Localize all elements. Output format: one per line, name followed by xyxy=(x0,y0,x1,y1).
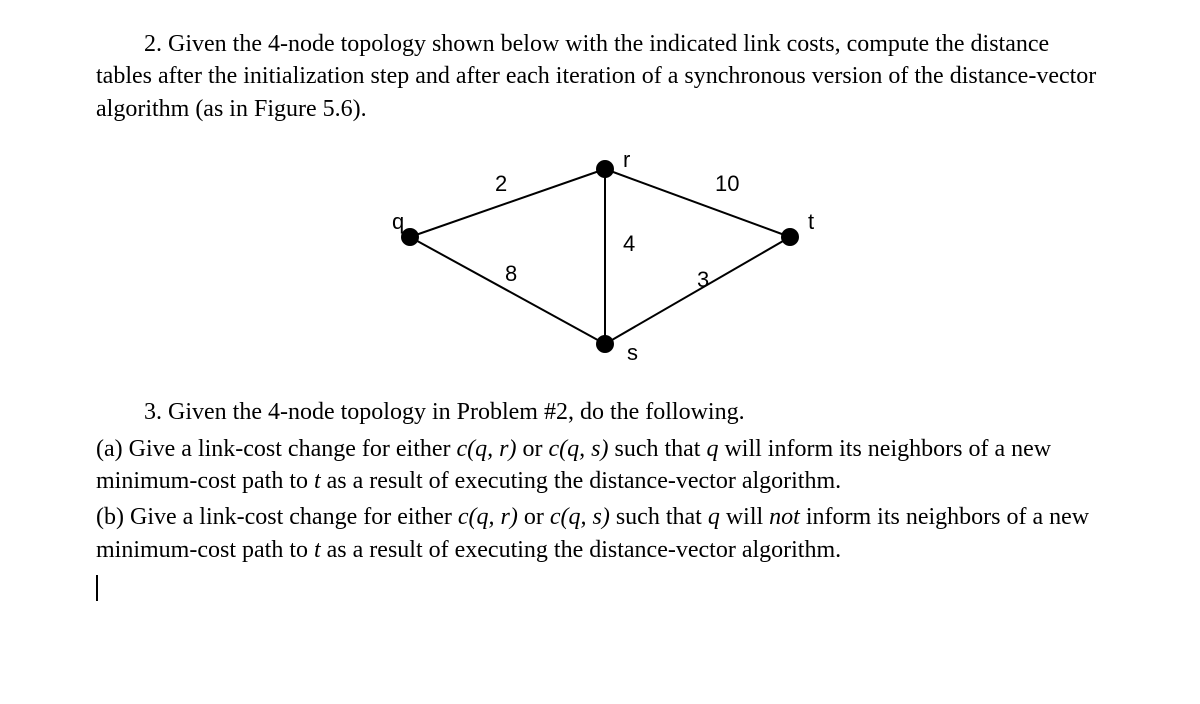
p3b-mid1: or xyxy=(518,504,550,530)
graph-svg: 2 8 4 10 3 q r t s xyxy=(345,139,855,374)
node-label-r: r xyxy=(623,147,630,172)
edge-cost-label: 4 xyxy=(623,231,635,256)
p3b-post: as a result of executing the distance-ve… xyxy=(321,537,841,563)
graph-node-s xyxy=(596,335,614,353)
topology-diagram: 2 8 4 10 3 q r t s xyxy=(96,139,1104,374)
problem-3b: (b) Give a link-cost change for either c… xyxy=(96,501,1104,566)
p3b-cqr: c(q, r) xyxy=(458,504,518,530)
p3b-mid2: such that xyxy=(610,504,708,530)
p3b-pre: (b) Give a link-cost change for either xyxy=(96,504,458,530)
p3b-cqs: c(q, s) xyxy=(550,504,610,530)
problem-3a: (a) Give a link-cost change for either c… xyxy=(96,433,1104,498)
p3a-mid2: such that xyxy=(608,436,706,462)
problem-3-intro: 3. Given the 4-node topology in Problem … xyxy=(96,396,1104,428)
node-label-t: t xyxy=(808,209,814,234)
graph-node-r xyxy=(596,160,614,178)
text-cursor xyxy=(96,570,1104,602)
problem-2-text: 2. Given the 4-node topology shown below… xyxy=(96,28,1104,125)
edge-cost-label: 2 xyxy=(495,171,507,196)
p3a-q: q xyxy=(706,436,718,462)
p3b-t: t xyxy=(314,537,321,563)
p3b-not: not xyxy=(769,504,800,530)
p3a-mid1: or xyxy=(517,436,549,462)
edge-cost-label: 8 xyxy=(505,261,517,286)
p3a-pre: (a) Give a link-cost change for either xyxy=(96,436,457,462)
edge-cost-label: 3 xyxy=(697,267,709,292)
graph-edge xyxy=(410,169,605,237)
p3a-t: t xyxy=(314,468,321,494)
page: 2. Given the 4-node topology shown below… xyxy=(0,0,1200,623)
p3a-post: as a result of executing the distance-ve… xyxy=(321,468,841,494)
p3b-q: q xyxy=(708,504,720,530)
graph-node-t xyxy=(781,228,799,246)
edge-cost-label: 10 xyxy=(715,171,739,196)
node-label-q: q xyxy=(392,209,404,234)
p3b-mid3: will xyxy=(720,504,769,530)
node-label-s: s xyxy=(627,340,638,365)
graph-edge xyxy=(605,169,790,237)
graph-edge xyxy=(410,237,605,344)
p3a-cqs: c(q, s) xyxy=(549,436,609,462)
p3a-cqr: c(q, r) xyxy=(457,436,517,462)
